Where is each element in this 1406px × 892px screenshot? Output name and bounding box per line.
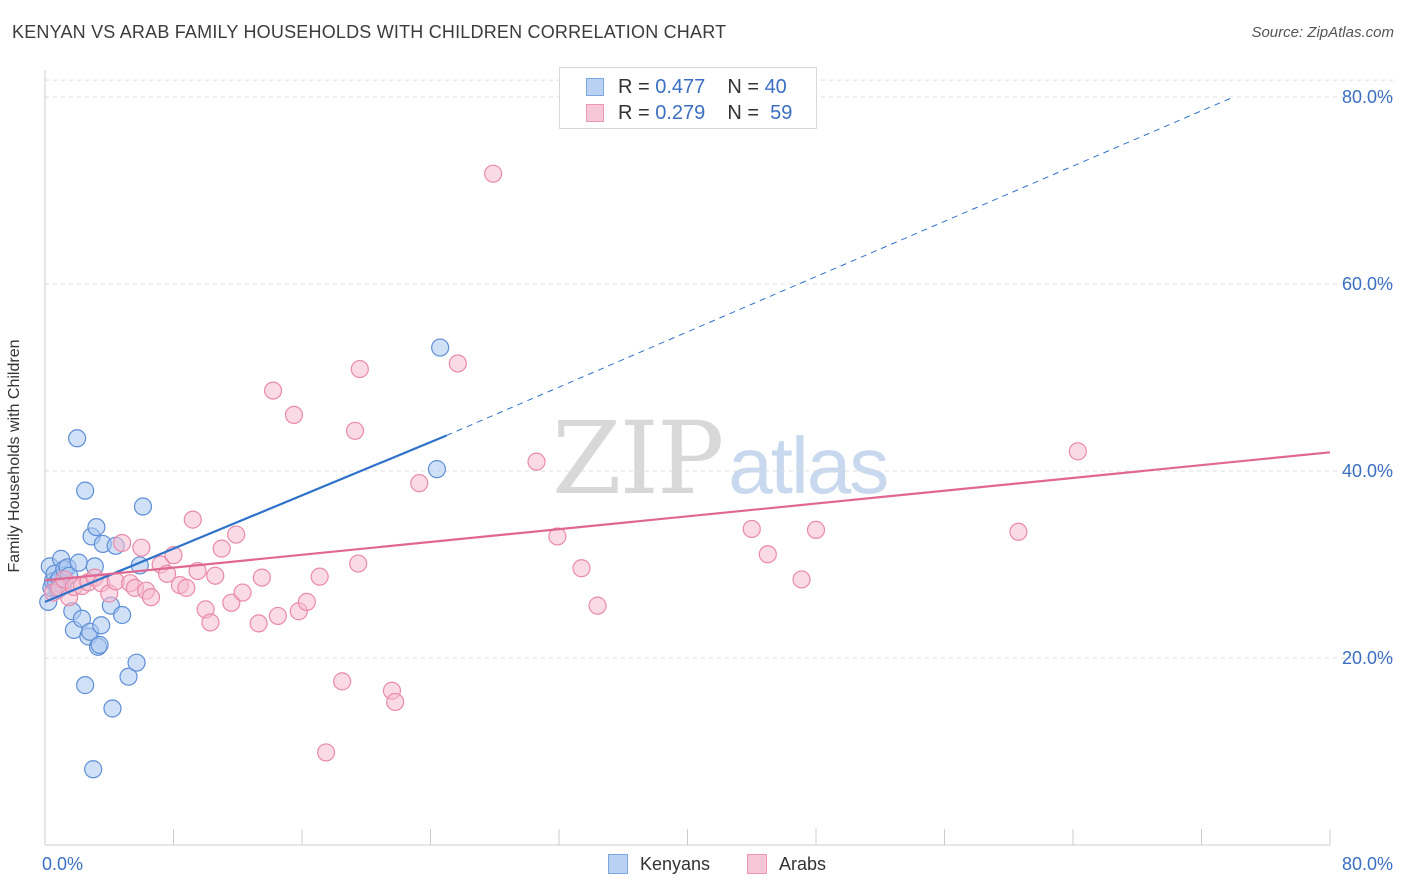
legend-r-value: 0.279 — [655, 101, 706, 124]
arab-point — [792, 570, 811, 589]
arab-point — [141, 588, 161, 607]
arab-point — [284, 405, 304, 424]
kenyan-point — [103, 699, 122, 718]
kenyan-point — [76, 676, 95, 695]
legend-swatch-arabs — [747, 854, 767, 874]
kenyan-point — [431, 338, 450, 357]
arab-point — [252, 568, 271, 587]
kenyan-trend-line — [44, 434, 447, 603]
legend-swatch-kenyans — [608, 854, 628, 874]
legend-item-kenyans[interactable]: Kenyans — [608, 851, 710, 877]
kenyan-point — [90, 635, 109, 655]
arab-point — [350, 359, 369, 379]
arab-point — [132, 538, 151, 557]
kenyan-trend-extension — [446, 96, 1234, 436]
arab-point — [212, 539, 231, 558]
legend-swatch-kenyans — [586, 78, 604, 96]
kenyan-point — [76, 481, 95, 500]
series-legend: Kenyans Arabs — [0, 851, 1406, 879]
y-tick-label: 80.0% — [1342, 87, 1393, 107]
arab-trend-line — [44, 451, 1331, 582]
kenyan-point — [68, 429, 87, 448]
y-axis-label: Family Households with Children — [6, 339, 23, 573]
arab-point — [345, 421, 365, 440]
chart-title: KENYAN VS ARAB FAMILY HOUSEHOLDS WITH CH… — [12, 22, 727, 42]
kenyan-point — [127, 653, 146, 672]
legend-n-value: 40 — [764, 75, 787, 98]
arab-point — [316, 743, 336, 762]
watermark-zip: ZIP — [552, 400, 724, 517]
kenyan-point — [92, 616, 111, 635]
arab-point — [410, 474, 429, 493]
y-tick-label: 60.0% — [1342, 274, 1393, 294]
arab-point — [112, 533, 132, 553]
legend-row-kenyans: R = 0.477 N = 40 — [586, 76, 787, 98]
arab-point — [758, 545, 777, 564]
correlation-legend: R = 0.477 N = 40 R = 0.279 N = 59 — [559, 67, 817, 129]
arab-point — [201, 613, 220, 632]
legend-label-arabs: Arabs — [779, 853, 827, 874]
arab-point — [268, 606, 288, 626]
kenyan-point — [84, 760, 103, 779]
arab-point — [188, 561, 207, 581]
arab-point — [263, 381, 283, 400]
arab-point — [527, 452, 546, 471]
arab-point — [806, 520, 826, 540]
kenyan-point — [427, 460, 447, 479]
arab-point — [297, 592, 316, 612]
arab-point — [548, 527, 567, 546]
y-tick-label: 40.0% — [1342, 461, 1393, 481]
kenyan-point — [112, 605, 132, 625]
arab-point — [333, 672, 352, 691]
legend-r-label: R = — [618, 101, 650, 124]
kenyan-point — [133, 497, 153, 516]
watermark: ZIPatlas — [552, 400, 889, 517]
kenyan-point — [119, 667, 138, 686]
legend-row-arabs: R = 0.279 N = 59 — [586, 102, 792, 124]
arab-point — [386, 692, 405, 712]
legend-item-arabs[interactable]: Arabs — [747, 851, 826, 877]
arab-point — [572, 559, 591, 578]
arab-point — [177, 578, 196, 597]
legend-r-label: R = — [618, 75, 650, 98]
arab-point — [742, 519, 761, 539]
kenyan-point — [69, 553, 88, 572]
arab-point — [1068, 442, 1087, 461]
arab-point — [484, 164, 503, 183]
y-axis-label-wrap: Family Households with Children — [6, 340, 24, 573]
arab-point — [183, 510, 202, 529]
arab-point — [249, 614, 268, 633]
arab-point — [310, 567, 329, 586]
source-label: Source: ZipAtlas.com — [1251, 24, 1394, 41]
arab-point — [448, 354, 467, 373]
legend-n-label: N = — [727, 101, 759, 124]
watermark-atlas: atlas — [728, 421, 889, 510]
arab-point — [349, 554, 368, 573]
legend-label-kenyans: Kenyans — [640, 853, 711, 874]
arab-point — [222, 593, 241, 612]
kenyan-point — [87, 517, 106, 537]
arab-point — [233, 583, 252, 602]
arab-point — [588, 596, 607, 615]
arab-point — [206, 566, 225, 585]
x-tick-label: 0.0% — [42, 854, 83, 874]
x-tick-label: 80.0% — [1342, 854, 1393, 874]
arab-point — [227, 525, 246, 544]
arab-point — [1009, 522, 1028, 541]
kenyan-point — [72, 609, 92, 628]
legend-r-value: 0.477 — [655, 75, 706, 98]
y-tick-label: 20.0% — [1342, 648, 1393, 668]
legend-swatch-arabs — [586, 104, 604, 122]
legend-n-value: 59 — [770, 101, 793, 124]
legend-n-label: N = — [727, 75, 759, 98]
